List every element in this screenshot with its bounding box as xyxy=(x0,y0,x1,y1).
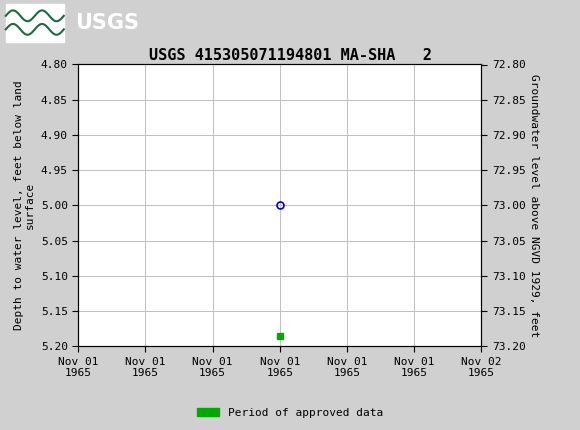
Legend: Period of approved data: Period of approved data xyxy=(193,403,387,422)
Text: USGS 415305071194801 MA-SHA   2: USGS 415305071194801 MA-SHA 2 xyxy=(148,48,432,62)
Y-axis label: Depth to water level, feet below land
surface: Depth to water level, feet below land su… xyxy=(14,80,35,330)
Y-axis label: Groundwater level above NGVD 1929, feet: Groundwater level above NGVD 1929, feet xyxy=(530,74,539,337)
Bar xyxy=(6,3,64,42)
Text: USGS: USGS xyxy=(75,12,139,33)
